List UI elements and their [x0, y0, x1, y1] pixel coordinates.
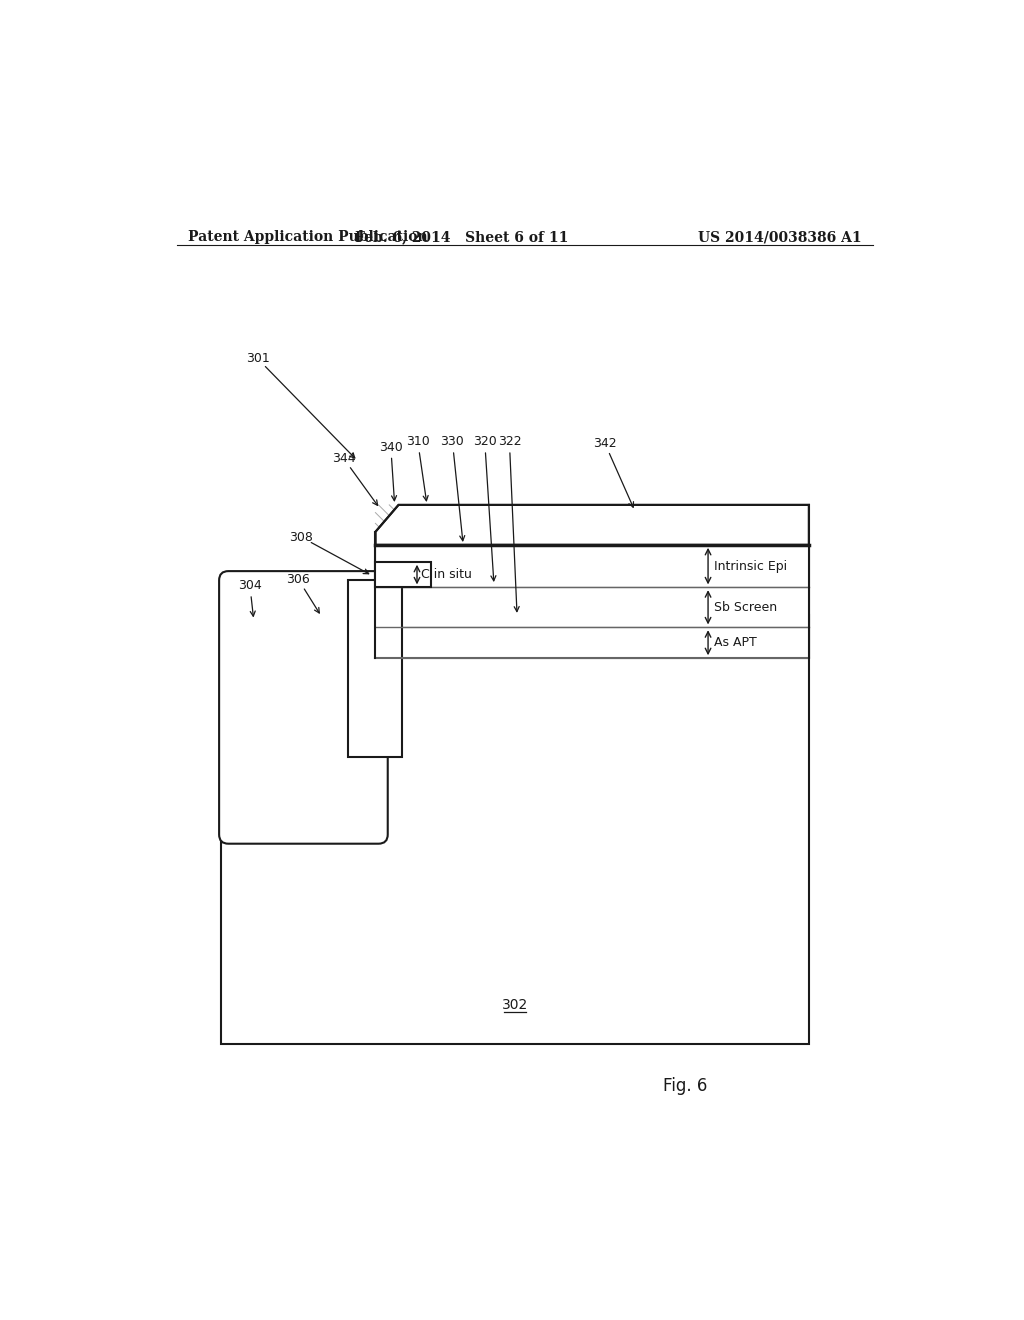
Text: Patent Application Publication: Patent Application Publication	[188, 230, 428, 244]
Text: Feb. 6, 2014   Sheet 6 of 11: Feb. 6, 2014 Sheet 6 of 11	[355, 230, 568, 244]
Text: Sb Screen: Sb Screen	[714, 601, 777, 614]
FancyBboxPatch shape	[219, 572, 388, 843]
Text: 342: 342	[593, 437, 616, 450]
Text: 301: 301	[246, 352, 269, 366]
Text: 330: 330	[440, 436, 464, 449]
Bar	[376, 627, 809, 659]
Bar	[376, 545, 809, 587]
Text: 308: 308	[290, 531, 313, 544]
Text: 320: 320	[473, 436, 497, 449]
Bar	[348, 581, 402, 758]
Polygon shape	[376, 506, 809, 545]
Text: 302: 302	[502, 998, 528, 1012]
Text: 344: 344	[332, 453, 355, 465]
Bar	[221, 615, 809, 1044]
Text: Intrinsic Epi: Intrinsic Epi	[714, 560, 787, 573]
Text: 310: 310	[406, 436, 430, 449]
Text: 304: 304	[238, 579, 262, 593]
Text: C in situ: C in situ	[421, 568, 472, 581]
Text: US 2014/0038386 A1: US 2014/0038386 A1	[698, 230, 862, 244]
Text: As APT: As APT	[714, 636, 757, 649]
Text: 322: 322	[498, 436, 521, 449]
Text: 340: 340	[379, 441, 402, 454]
Bar	[376, 587, 809, 627]
Text: 306: 306	[287, 573, 310, 586]
Bar	[376, 562, 431, 587]
Text: Fig. 6: Fig. 6	[663, 1077, 708, 1096]
